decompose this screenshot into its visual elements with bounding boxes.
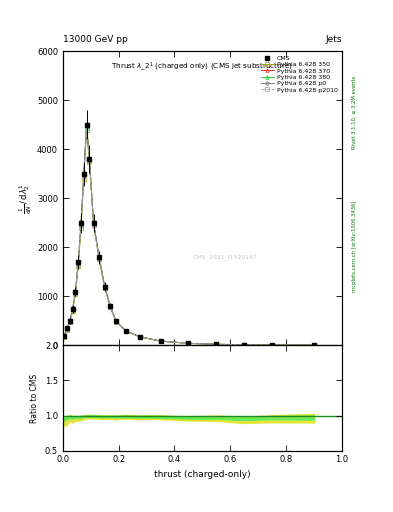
Y-axis label: $\frac{1}{\mathrm{d}N}\,/\,\mathrm{d}\lambda_2^1$: $\frac{1}{\mathrm{d}N}\,/\,\mathrm{d}\la… xyxy=(18,183,34,214)
Y-axis label: Ratio to CMS: Ratio to CMS xyxy=(30,373,39,422)
Text: Jets: Jets xyxy=(325,34,342,44)
Text: mcplots.cern.ch [arXiv:1306.3436]: mcplots.cern.ch [arXiv:1306.3436] xyxy=(352,200,357,291)
Text: CMS_2021_I1920187: CMS_2021_I1920187 xyxy=(192,254,257,260)
Text: Rivet 3.1.10, ≥ 3.2M events: Rivet 3.1.10, ≥ 3.2M events xyxy=(352,76,357,150)
X-axis label: thrust (charged-only): thrust (charged-only) xyxy=(154,470,251,479)
Text: 13000 GeV pp: 13000 GeV pp xyxy=(63,34,128,44)
Legend: CMS, Pythia 6.428 350, Pythia 6.428 370, Pythia 6.428 380, Pythia 6.428 p0, Pyth: CMS, Pythia 6.428 350, Pythia 6.428 370,… xyxy=(260,54,339,94)
Text: Thrust $\lambda\_2^1$ (charged only) (CMS jet substructure): Thrust $\lambda\_2^1$ (charged only) (CM… xyxy=(111,60,294,73)
